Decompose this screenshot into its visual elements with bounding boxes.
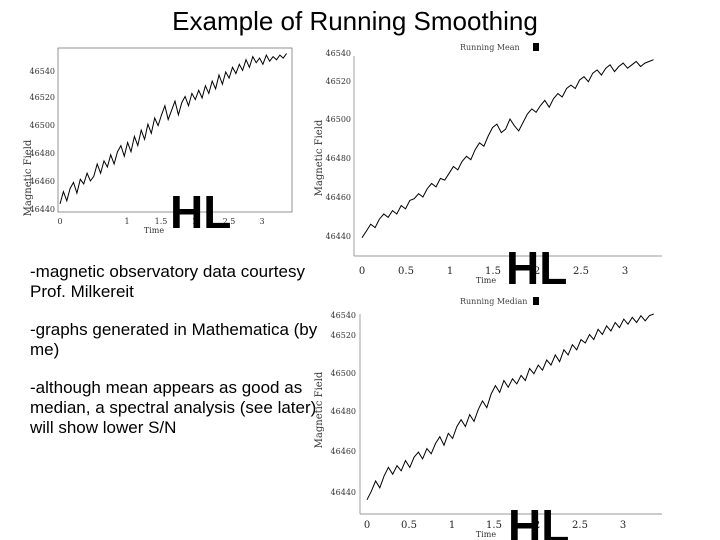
x-tick-label: 2 [534,266,540,277]
x-tick-label: 1 [124,217,129,226]
slide-title: Example of Running Smoothing [172,6,538,36]
running-median-x-axis-label: Time [476,530,496,539]
running-mean-x-ticks: 0 0.5 1 1.5 2 2.5 3 [359,266,628,277]
x-tick-label: 1 [447,266,453,277]
x-tick-label: 2 [534,520,540,531]
y-tick-label: 46500 [331,369,356,378]
y-tick-label: 46440 [331,488,356,497]
raw-data-y-axis-label: Magnetic Field [23,139,34,216]
y-tick-label: 46540 [30,67,55,76]
bullet-spectral-note: -although mean appears as good as median… [30,378,317,437]
x-tick-label: 1.5 [155,217,168,226]
x-tick-label: 2.5 [573,266,589,277]
raw-data-series-line [59,53,288,205]
x-tick-label: 0 [57,217,62,226]
running-median-chart: Running Median Magnetic Field 46440 4646… [314,297,662,540]
raw-data-chart: Magnetic Field 46440 46460 46480 46500 4… [23,47,293,238]
y-tick-label: 46520 [326,77,351,86]
running-median-y-ticks: 46440 46460 46480 46500 46520 46540 [331,311,356,497]
y-tick-label: 46460 [331,447,356,456]
y-tick-label: 46540 [331,311,356,320]
running-mean-filter-glyph: HL [506,242,567,294]
y-tick-label: 46480 [331,407,356,416]
y-tick-label: 46440 [30,205,55,214]
y-tick-label: 46440 [326,232,351,241]
y-tick-label: 46500 [326,115,351,124]
raw-data-plot-frame [57,47,293,213]
x-tick-label: 3 [259,217,264,226]
running-mean-x-axis-label: Time [476,276,496,285]
y-tick-label: 46460 [326,193,351,202]
running-mean-series-line [361,59,654,238]
x-tick-label: 0 [364,520,370,531]
raw-data-y-ticks: 46440 46460 46480 46500 46520 46540 [30,67,55,214]
running-mean-legend-swatch [533,43,539,51]
raw-data-x-ticks: 0 1 1.5 2 2.5 3 [57,217,264,226]
x-tick-label: 2 [192,217,197,226]
bullet-list: -magnetic observatory data courtesy Prof… [30,262,330,456]
x-tick-label: 2.5 [223,217,236,226]
running-median-series-line [366,313,654,501]
running-median-x-ticks: 0 0.5 1 1.5 2 2.5 3 [364,520,626,531]
y-tick-label: 46480 [30,149,55,158]
x-tick-label: 1.5 [485,266,501,277]
y-tick-label: 46520 [30,93,55,102]
x-tick-label: 0 [359,266,365,277]
x-tick-label: 1 [449,520,455,531]
running-median-header: Running Median [460,297,527,306]
x-tick-label: 1.5 [486,520,502,531]
y-tick-label: 46520 [331,331,356,340]
x-tick-label: 0.5 [398,266,414,277]
y-tick-label: 46460 [30,177,55,186]
raw-data-x-axis-label: Time [144,226,164,235]
running-median-y-axis-label: Magnetic Field [314,371,325,448]
y-tick-label: 46500 [30,121,55,130]
bullet-mathematica: -graphs generated in Mathematica (by me) [30,320,318,359]
x-tick-label: 0.5 [401,520,417,531]
x-tick-label: 3 [620,520,626,531]
running-median-legend-swatch [533,297,539,305]
y-tick-label: 46540 [326,49,351,58]
bullet-data-source: -magnetic observatory data courtesy Prof… [30,262,305,301]
running-mean-chart: Running Mean Magnetic Field 46440 46460 … [314,43,662,294]
running-mean-y-ticks: 46440 46460 46480 46500 46520 46540 [326,49,351,241]
running-median-filter-glyph: HL [508,500,569,540]
raw-data-filter-glyph: HL [170,186,231,238]
x-tick-label: 3 [622,266,628,277]
x-tick-label: 2.5 [572,520,588,531]
running-mean-header: Running Mean [460,43,520,52]
y-tick-label: 46480 [326,154,351,163]
running-mean-y-axis-label: Magnetic Field [314,119,325,196]
